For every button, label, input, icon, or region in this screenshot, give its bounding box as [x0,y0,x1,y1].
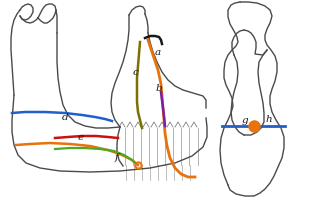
Text: e: e [78,134,84,142]
Text: a: a [155,47,161,57]
Text: h: h [265,114,272,124]
Text: g: g [242,115,249,125]
Text: b: b [156,84,163,93]
Text: c: c [133,68,139,76]
Text: f: f [115,152,119,162]
Text: d: d [62,112,69,122]
